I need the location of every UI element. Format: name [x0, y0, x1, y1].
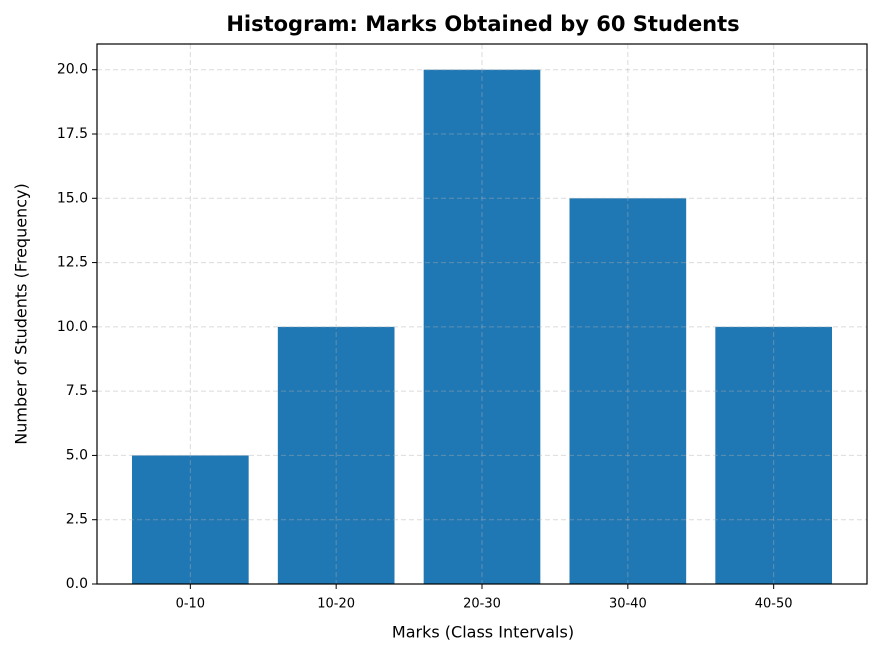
bar — [569, 198, 687, 585]
x-tick-label: 40-50 — [755, 597, 793, 612]
y-tick-label: 12.5 — [57, 255, 88, 271]
y-axis-label: Number of Students (Frequency) — [12, 183, 31, 444]
y-tick-label: 15.0 — [57, 190, 88, 206]
y-tick-label: 20.0 — [57, 62, 88, 78]
x-tick-label: 20-30 — [463, 597, 501, 612]
y-tick-label: 10.0 — [57, 319, 88, 335]
x-axis-label: Marks (Class Intervals) — [392, 623, 574, 642]
bar — [277, 326, 395, 584]
y-tick-label: 7.5 — [66, 383, 88, 399]
bar — [423, 69, 541, 584]
plot-frame — [96, 43, 868, 585]
y-tick-label: 5.0 — [66, 447, 88, 463]
x-tick-label: 30-40 — [609, 597, 647, 612]
y-tick-label: 0.0 — [66, 576, 88, 592]
bar — [715, 326, 832, 584]
y-tick-label: 2.5 — [66, 512, 88, 528]
chart-title: Histogram: Marks Obtained by 60 Students — [226, 12, 739, 36]
x-tick-label: 0-10 — [176, 597, 206, 612]
y-tick-label: 17.5 — [57, 126, 88, 142]
x-tick-label: 10-20 — [317, 597, 355, 612]
bar — [132, 455, 249, 584]
